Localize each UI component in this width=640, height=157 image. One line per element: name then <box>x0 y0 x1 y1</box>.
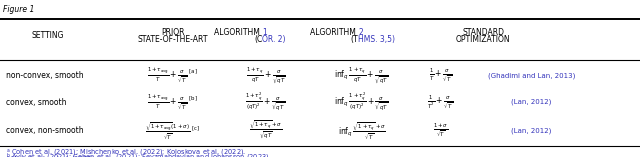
Text: $\frac{1+\tau_{\mathrm{avg}}}{T} + \frac{\sigma}{\sqrt{T}}$ $^{\mathrm{[a]}}$: $\frac{1+\tau_{\mathrm{avg}}}{T} + \frac… <box>147 66 198 85</box>
Text: (Lan, 2012): (Lan, 2012) <box>511 127 552 134</box>
Text: $\frac{1+\tau_q}{qT} + \frac{\sigma}{\sqrt{qT}}$: $\frac{1+\tau_q}{qT} + \frac{\sigma}{\sq… <box>246 65 285 86</box>
Text: HMS. 3,5): HMS. 3,5) <box>358 35 396 44</box>
Text: convex, smooth: convex, smooth <box>6 97 67 107</box>
Text: STANDARD: STANDARD <box>462 28 504 37</box>
Text: (Lan, 2012): (Lan, 2012) <box>511 99 552 105</box>
Text: (T: (T <box>351 35 358 44</box>
Text: $^{\mathrm{a}}$ Cohen et al. (2021); Mishchenko et al. (2022); Koloskova et al. : $^{\mathrm{a}}$ Cohen et al. (2021); Mis… <box>6 148 247 157</box>
Text: $^{\mathrm{c}}$ Mishchenko et al. (2022).: $^{\mathrm{c}}$ Mishchenko et al. (2022)… <box>6 155 97 157</box>
Text: $\frac{1+\tau_{\mathrm{avg}}}{T} + \frac{\sigma}{\sqrt{T}}$ $^{\mathrm{[b]}}$: $\frac{1+\tau_{\mathrm{avg}}}{T} + \frac… <box>147 92 198 112</box>
Text: ALGORITHM: ALGORITHM <box>310 28 358 37</box>
Text: $\frac{\sqrt{1+\tau_{\mathrm{avg}}}(1+\sigma)}{\sqrt{T}}$ $^{\mathrm{[c]}}$: $\frac{\sqrt{1+\tau_{\mathrm{avg}}}(1+\s… <box>145 120 200 141</box>
Text: PRIOR: PRIOR <box>161 28 184 37</box>
Text: $\frac{\sqrt{1+\tau_q}+\sigma}{\sqrt{qT}}$: $\frac{\sqrt{1+\tau_q}+\sigma}{\sqrt{qT}… <box>249 119 282 141</box>
Text: $\frac{1+\sigma}{\sqrt{T}}$: $\frac{1+\sigma}{\sqrt{T}}$ <box>433 122 448 139</box>
Text: $\inf_q \frac{\sqrt{1+\tau_q}+\sigma}{\sqrt{T}}$: $\inf_q \frac{\sqrt{1+\tau_q}+\sigma}{\s… <box>337 120 386 141</box>
Text: $^{\mathrm{b}}$ Aviv et al. (2021); Cohen et al. (2021); Feyzmahdavian and Johan: $^{\mathrm{b}}$ Aviv et al. (2021); Cohe… <box>6 152 272 157</box>
Text: non-convex, smooth: non-convex, smooth <box>6 71 84 80</box>
Text: STATE-OF-THE-ART: STATE-OF-THE-ART <box>138 35 208 44</box>
Text: Figure 1: Figure 1 <box>3 5 35 14</box>
Text: SETTING: SETTING <box>32 31 64 40</box>
Text: ALGORITHM: ALGORITHM <box>214 28 262 37</box>
Text: $\frac{1+\tau_q^2}{(qT)^2} + \frac{\sigma}{\sqrt{qT}}$: $\frac{1+\tau_q^2}{(qT)^2} + \frac{\sigm… <box>246 91 285 113</box>
Text: $\frac{1}{T} + \frac{\sigma}{\sqrt{T}}$: $\frac{1}{T} + \frac{\sigma}{\sqrt{T}}$ <box>429 67 452 84</box>
Text: OPTIMIZATION: OPTIMIZATION <box>456 35 511 44</box>
Text: (C: (C <box>254 35 262 44</box>
Text: 2: 2 <box>358 28 363 37</box>
Text: convex, non-smooth: convex, non-smooth <box>6 126 84 135</box>
Text: $\inf_q \frac{1+\tau_q}{qT} + \frac{\sigma}{\sqrt{qT}}$: $\inf_q \frac{1+\tau_q}{qT} + \frac{\sig… <box>334 65 389 86</box>
Text: 1: 1 <box>262 28 267 37</box>
Text: OR. 2): OR. 2) <box>262 35 286 44</box>
Text: $\inf_q \frac{1+\tau_q^2}{(qT)^2} + \frac{\sigma}{\sqrt{qT}}$: $\inf_q \frac{1+\tau_q^2}{(qT)^2} + \fra… <box>334 91 389 113</box>
Text: (Ghadimi and Lan, 2013): (Ghadimi and Lan, 2013) <box>488 72 575 79</box>
Text: $\frac{1}{T^2} + \frac{\sigma}{\sqrt{T}}$: $\frac{1}{T^2} + \frac{\sigma}{\sqrt{T}}… <box>427 93 454 111</box>
